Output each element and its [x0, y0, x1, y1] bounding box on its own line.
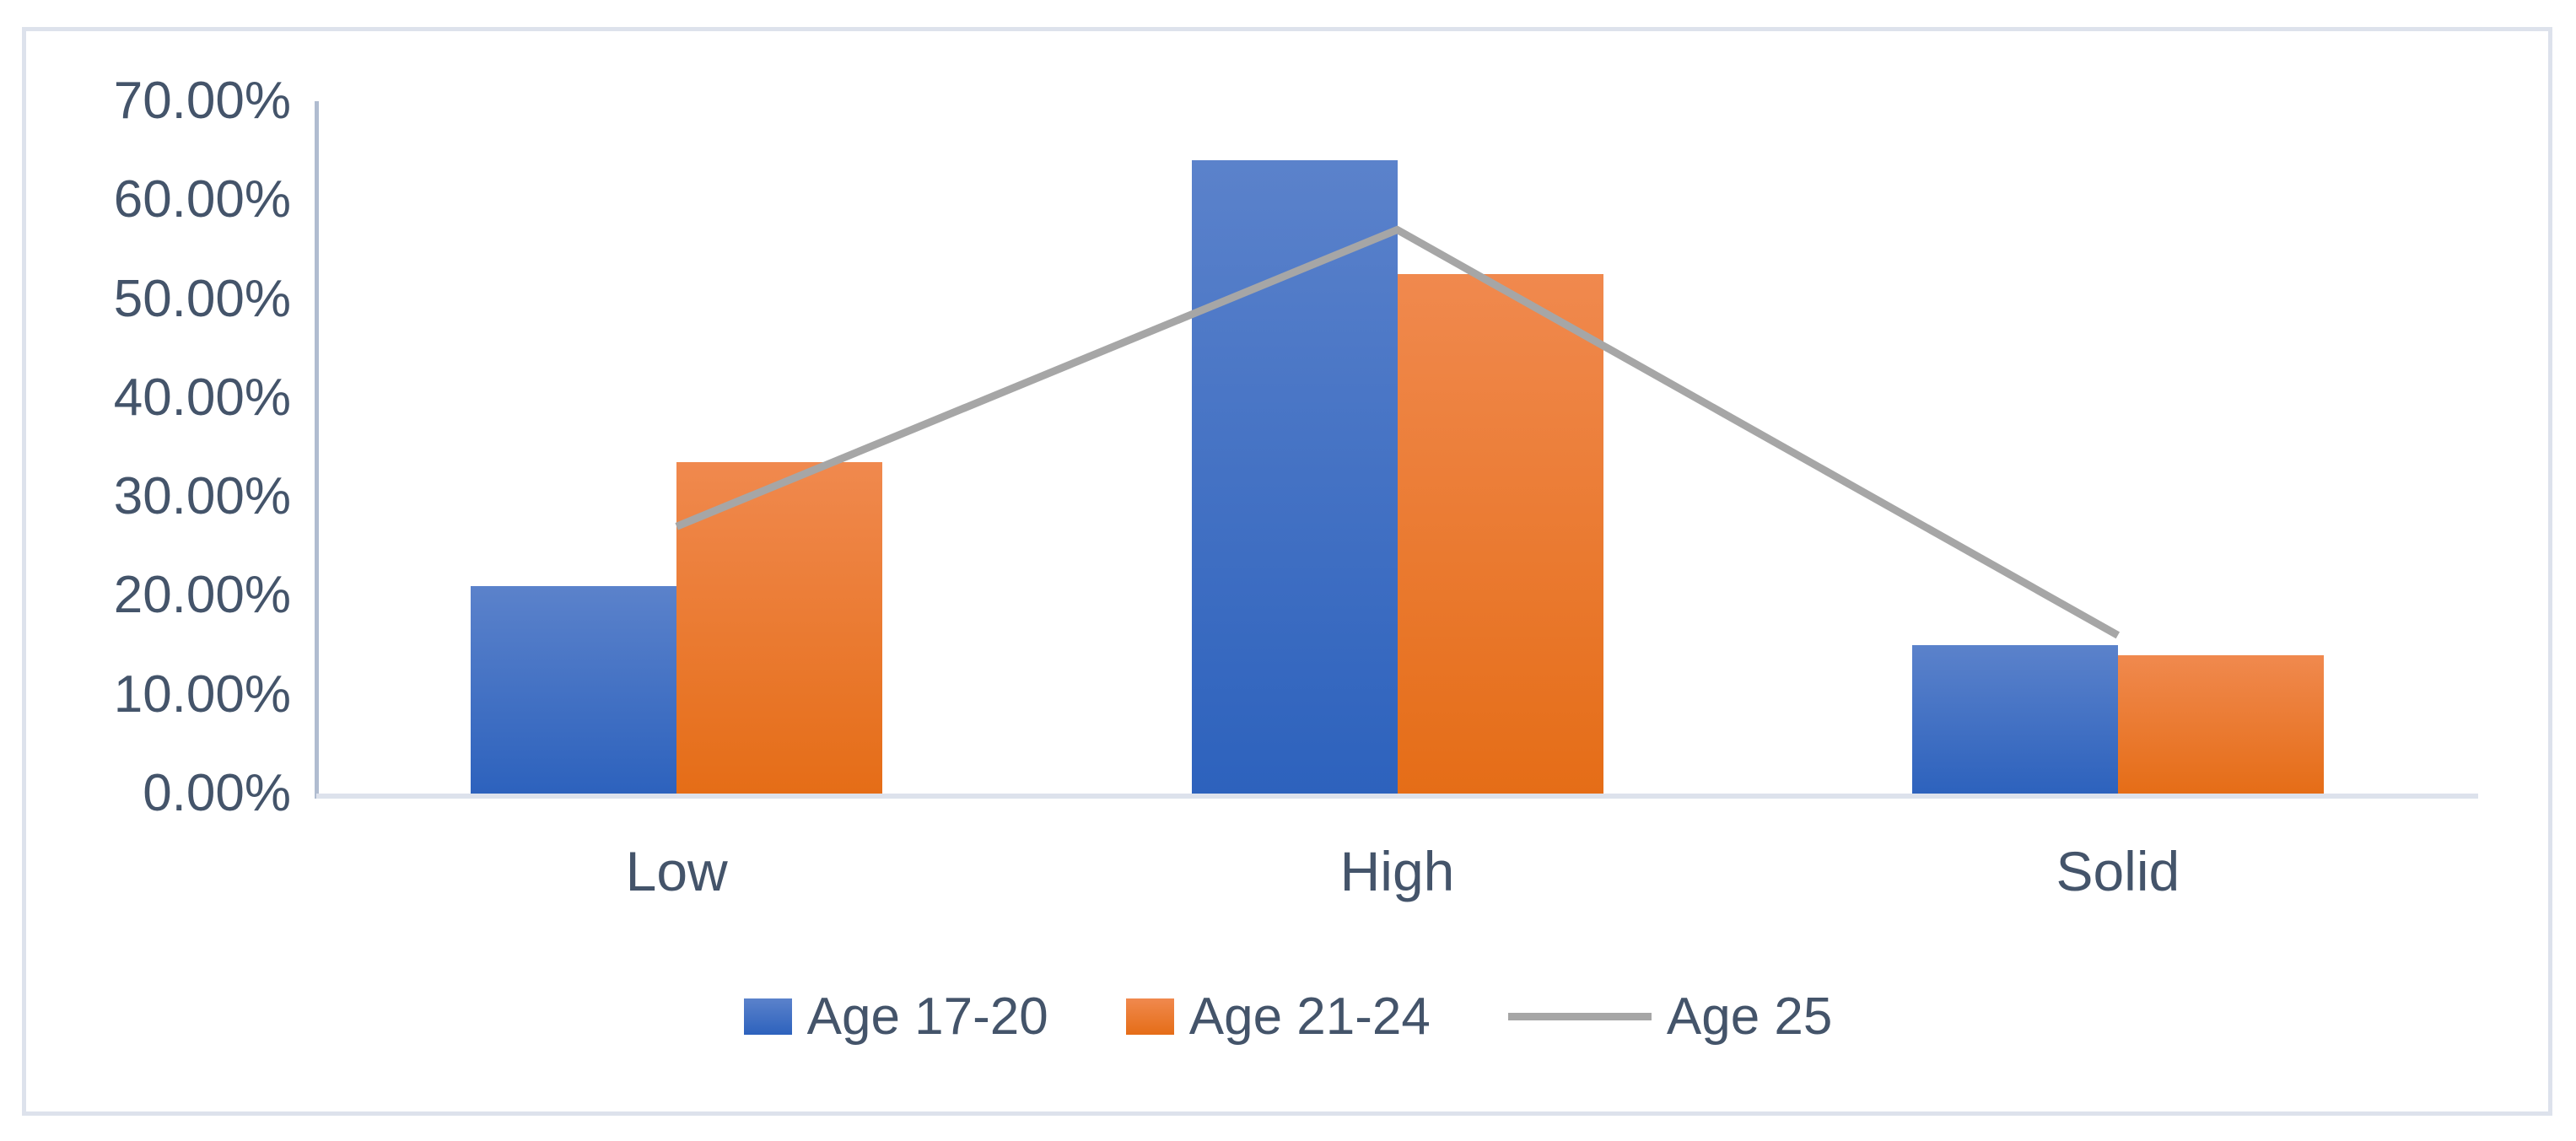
- legend-item-age-21-24: Age 21-24: [1125, 987, 1431, 1047]
- y-tick-label: 40.00%: [113, 368, 291, 427]
- y-tick-label: 10.00%: [113, 665, 291, 724]
- bar-age-21-24-low: [676, 462, 883, 794]
- legend-label-age-17-20: Age 17-20: [806, 987, 1048, 1046]
- category-label-solid: Solid: [2056, 840, 2180, 902]
- y-tick-label: 50.00%: [113, 269, 291, 328]
- y-tick-label: 70.00%: [113, 72, 291, 130]
- bar-age-21-24-solid: [2117, 654, 2324, 794]
- bar-age-21-24-high: [1397, 274, 1603, 794]
- legend-item-age-17-20: Age 17-20: [743, 987, 1048, 1047]
- legend-item-age-25: Age 25: [1507, 987, 1833, 1047]
- legend-swatch-age-21-24-bar: [1125, 998, 1174, 1035]
- bar-age-17-20-solid: [1911, 645, 2118, 794]
- bar-age-17-20-low: [471, 585, 677, 794]
- category-label-low: Low: [625, 840, 728, 902]
- legend-label-age-25: Age 25: [1666, 987, 1833, 1046]
- y-tick-label: 30.00%: [113, 467, 291, 526]
- x-axis-line: [316, 794, 2478, 799]
- y-tick-label: 20.00%: [113, 566, 291, 625]
- legend-label-age-21-24: Age 21-24: [1188, 987, 1431, 1046]
- legend-swatch-age-17-20-bar: [743, 998, 792, 1035]
- y-tick-label: 0.00%: [143, 764, 291, 822]
- legend-swatch-age-25-line: [1507, 1012, 1652, 1020]
- bar-age-17-20-high: [1191, 160, 1398, 794]
- legend: Age 17-20 Age 21-24 Age 25: [0, 978, 2576, 1054]
- y-axis-line: [315, 101, 319, 799]
- y-tick-label: 60.00%: [113, 170, 291, 229]
- category-label-high: High: [1339, 840, 1455, 902]
